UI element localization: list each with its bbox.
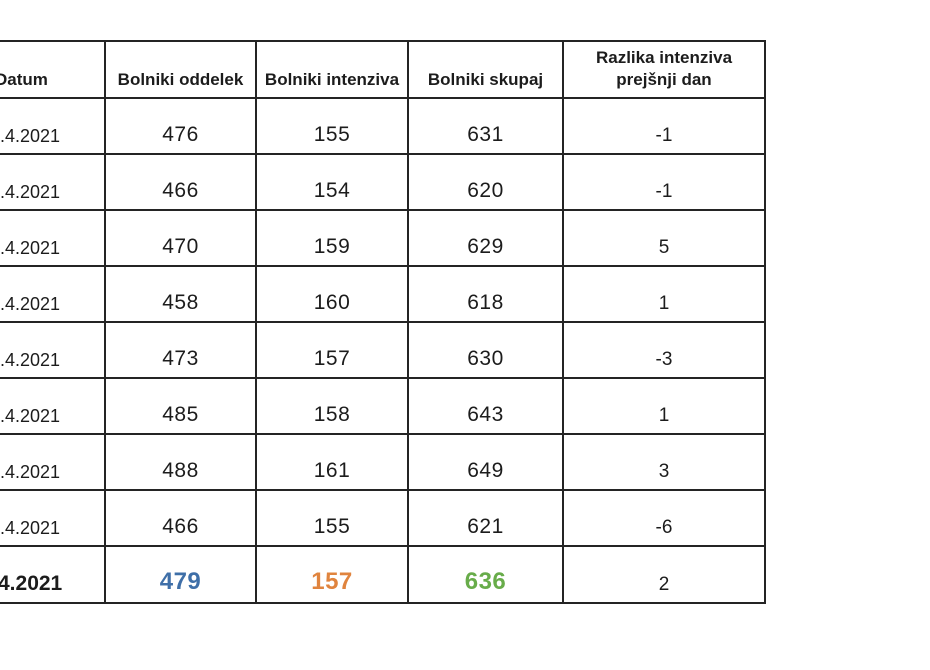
cell-oddelek: 470 <box>104 209 257 267</box>
col-header-datum: Datum <box>0 40 106 99</box>
cell-skupaj: 643 <box>407 377 564 435</box>
cell-intenziva: 160 <box>255 265 409 323</box>
table-row: .4.2021 476 155 631 -1 <box>0 97 766 155</box>
total-date-label: 4.2021 <box>0 572 63 595</box>
table-row: .4.2021 488 161 649 3 <box>0 433 766 491</box>
cell-skupaj-total: 636 <box>407 545 564 604</box>
cell-oddelek: 488 <box>104 433 257 491</box>
cell-skupaj: 620 <box>407 153 564 211</box>
cell-date: .4.2021 <box>0 489 106 547</box>
cell-razlika: 1 <box>562 265 766 323</box>
cell-oddelek: 476 <box>104 97 257 155</box>
cell-razlika: -6 <box>562 489 766 547</box>
cell-intenziva: 155 <box>255 97 409 155</box>
table-row: .4.2021 470 159 629 5 <box>0 209 766 267</box>
cell-intenziva: 159 <box>255 209 409 267</box>
col-header-datum-label: Datum <box>0 69 48 89</box>
cell-date: .4.2021 <box>0 433 106 491</box>
patients-table: Datum Bolniki oddelek Bolniki intenziva … <box>0 40 766 604</box>
table-row: .4.2021 466 154 620 -1 <box>0 153 766 211</box>
table-row: .4.2021 485 158 643 1 <box>0 377 766 435</box>
col-header-skupaj: Bolniki skupaj <box>407 40 564 99</box>
cell-skupaj: 631 <box>407 97 564 155</box>
col-header-razlika: Razlika intenziva prejšnji dan <box>562 40 766 99</box>
cell-razlika: -3 <box>562 321 766 379</box>
cell-oddelek: 485 <box>104 377 257 435</box>
cell-intenziva: 157 <box>255 321 409 379</box>
cell-oddelek-total: 479 <box>104 545 257 604</box>
cell-date: .4.2021 <box>0 377 106 435</box>
cell-intenziva: 161 <box>255 433 409 491</box>
cell-oddelek: 473 <box>104 321 257 379</box>
cell-date: .4.2021 <box>0 265 106 323</box>
col-header-intenziva: Bolniki intenziva <box>255 40 409 99</box>
cell-intenziva-total: 157 <box>255 545 409 604</box>
cell-date: .4.2021 <box>0 209 106 267</box>
cell-oddelek: 466 <box>104 489 257 547</box>
cell-date: .4.2021 <box>0 153 106 211</box>
table-row: .4.2021 458 160 618 1 <box>0 265 766 323</box>
cell-date: .4.2021 <box>0 97 106 155</box>
table-row: .4.2021 473 157 630 -3 <box>0 321 766 379</box>
cell-razlika: -1 <box>562 97 766 155</box>
cell-razlika: 5 <box>562 209 766 267</box>
cell-date-total: 4.2021 <box>0 545 106 604</box>
cell-razlika-total: 2 <box>562 545 766 604</box>
cell-razlika: -1 <box>562 153 766 211</box>
cell-razlika: 1 <box>562 377 766 435</box>
cell-oddelek: 458 <box>104 265 257 323</box>
table-row: .4.2021 466 155 621 -6 <box>0 489 766 547</box>
total-row: 4.2021 479 157 636 2 <box>0 545 766 604</box>
header-row: Datum Bolniki oddelek Bolniki intenziva … <box>0 40 766 99</box>
cell-skupaj: 630 <box>407 321 564 379</box>
cell-date: .4.2021 <box>0 321 106 379</box>
cell-skupaj: 621 <box>407 489 564 547</box>
cell-skupaj: 629 <box>407 209 564 267</box>
cell-intenziva: 158 <box>255 377 409 435</box>
cell-oddelek: 466 <box>104 153 257 211</box>
cell-intenziva: 155 <box>255 489 409 547</box>
cell-intenziva: 154 <box>255 153 409 211</box>
cell-skupaj: 649 <box>407 433 564 491</box>
cell-skupaj: 618 <box>407 265 564 323</box>
col-header-oddelek: Bolniki oddelek <box>104 40 257 99</box>
cell-razlika: 3 <box>562 433 766 491</box>
